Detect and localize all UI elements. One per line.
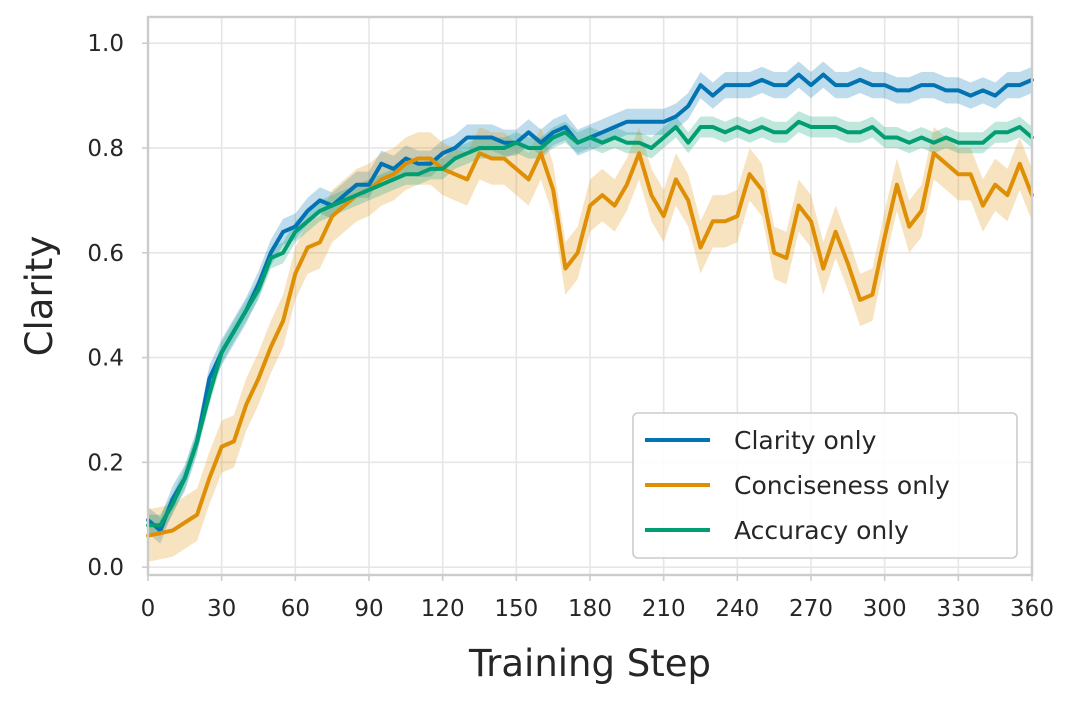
legend-label-1: Conciseness only <box>734 471 950 500</box>
x-tick-label: 240 <box>715 596 759 622</box>
legend-label-2: Accuracy only <box>734 516 909 545</box>
y-axis-ticks: 0.0 0.2 0.4 0.6 0.8 1.0 <box>87 31 148 581</box>
y-tick-label: 1.0 <box>87 31 124 57</box>
legend-label-0: Clarity only <box>734 426 877 455</box>
legend-box <box>632 412 1018 559</box>
x-tick-label: 210 <box>642 596 686 622</box>
y-axis-title: Clarity <box>18 236 61 357</box>
x-tick-label: 60 <box>281 596 310 622</box>
x-tick-label: 120 <box>421 596 465 622</box>
series-lines <box>146 72 1034 538</box>
x-tick-label: 0 <box>141 596 156 622</box>
x-tick-label: 90 <box>354 596 383 622</box>
y-tick-label: 0.6 <box>87 241 124 267</box>
y-tick-label: 0.8 <box>87 136 124 162</box>
x-axis-title: Training Step <box>468 642 711 685</box>
x-tick-label: 300 <box>863 596 907 622</box>
x-tick-label: 330 <box>936 596 980 622</box>
x-tick-label: 30 <box>207 596 236 622</box>
x-tick-label: 360 <box>1010 596 1054 622</box>
y-tick-label: 0.4 <box>87 346 124 372</box>
y-tick-label: 0.0 <box>87 555 124 581</box>
series-line-2 <box>146 119 1034 528</box>
x-axis-ticks: 0 30 60 90 120 150 180 210 240 270 300 330 360 <box>141 575 1054 622</box>
series-band-1 <box>148 127 1032 562</box>
y-tick-label: 0.2 <box>87 450 124 476</box>
series-line-1 <box>146 151 1034 538</box>
x-tick-label: 270 <box>789 596 833 622</box>
x-tick-label: 180 <box>568 596 612 622</box>
x-tick-label: 150 <box>494 596 538 622</box>
legend: Clarity only Conciseness only Accuracy onl… <box>632 412 1018 559</box>
